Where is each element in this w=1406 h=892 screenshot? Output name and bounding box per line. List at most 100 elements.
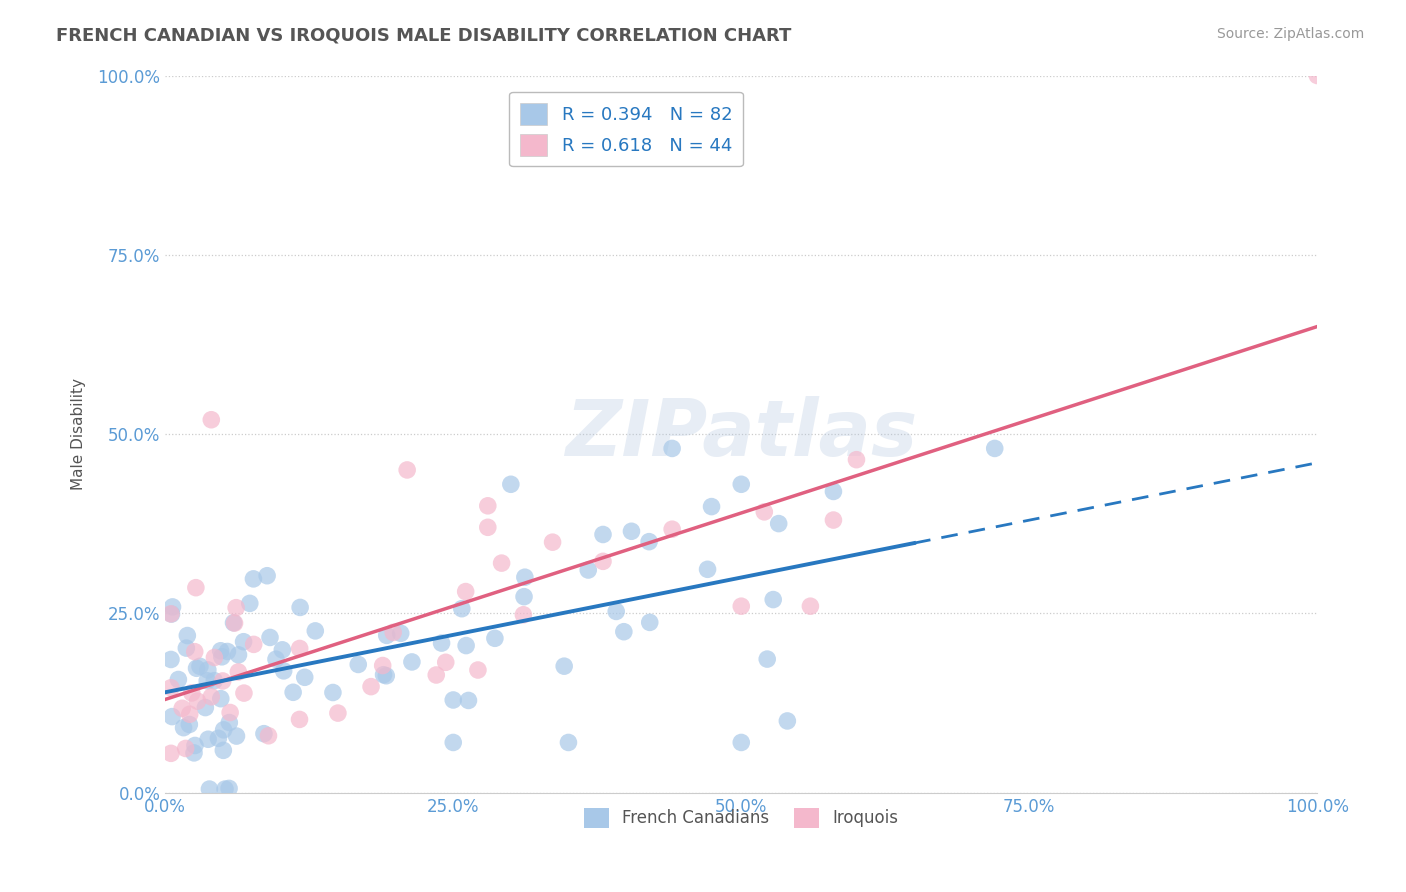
Point xyxy=(491,556,513,570)
Point xyxy=(620,524,643,539)
Point xyxy=(232,634,254,648)
Point xyxy=(173,721,195,735)
Point xyxy=(823,513,845,527)
Point xyxy=(211,649,233,664)
Text: FRENCH CANADIAN VS IROQUOIS MALE DISABILITY CORRELATION CHART: FRENCH CANADIAN VS IROQUOIS MALE DISABIL… xyxy=(56,27,792,45)
Point xyxy=(184,645,207,659)
Point xyxy=(553,659,575,673)
Y-axis label: Male Disability: Male Disability xyxy=(72,378,86,490)
Point xyxy=(256,568,278,582)
Point xyxy=(456,639,478,653)
Point xyxy=(222,615,245,630)
Point xyxy=(200,413,222,427)
Point xyxy=(225,729,247,743)
Point xyxy=(434,655,457,669)
Point xyxy=(217,644,239,658)
Point xyxy=(396,463,419,477)
Point xyxy=(512,607,534,622)
Point xyxy=(288,641,311,656)
Point xyxy=(371,658,394,673)
Point xyxy=(768,516,790,531)
Point xyxy=(184,739,207,753)
Point xyxy=(513,590,536,604)
Point xyxy=(441,735,464,749)
Point xyxy=(983,442,1005,456)
Point xyxy=(845,452,868,467)
Point xyxy=(225,600,247,615)
Point xyxy=(273,664,295,678)
Point xyxy=(198,782,221,797)
Point xyxy=(162,599,184,614)
Point xyxy=(638,615,661,630)
Point xyxy=(661,442,683,456)
Point xyxy=(592,554,614,568)
Point xyxy=(197,663,219,677)
Point xyxy=(730,735,752,749)
Point xyxy=(638,534,661,549)
Point xyxy=(613,624,636,639)
Point xyxy=(197,732,219,747)
Point xyxy=(200,690,222,704)
Point xyxy=(218,781,240,796)
Point xyxy=(160,709,183,723)
Point xyxy=(167,673,190,687)
Point xyxy=(401,655,423,669)
Point xyxy=(214,782,236,797)
Point xyxy=(228,665,250,679)
Point xyxy=(233,686,256,700)
Point xyxy=(160,652,183,666)
Point xyxy=(430,636,453,650)
Point xyxy=(294,670,316,684)
Point xyxy=(823,484,845,499)
Point xyxy=(239,596,262,610)
Point xyxy=(592,527,614,541)
Text: Source: ZipAtlas.com: Source: ZipAtlas.com xyxy=(1216,27,1364,41)
Point xyxy=(209,644,232,658)
Point xyxy=(484,632,506,646)
Point xyxy=(754,505,776,519)
Point xyxy=(375,628,398,642)
Point xyxy=(441,693,464,707)
Point xyxy=(194,700,217,714)
Point xyxy=(389,626,412,640)
Point xyxy=(799,599,821,614)
Point xyxy=(179,707,201,722)
Point xyxy=(253,726,276,740)
Point xyxy=(180,686,202,700)
Point xyxy=(160,607,183,621)
Point xyxy=(557,735,579,749)
Point xyxy=(477,499,499,513)
Point xyxy=(242,637,264,651)
Legend: French Canadians, Iroquois: French Canadians, Iroquois xyxy=(578,801,905,835)
Point xyxy=(375,669,398,683)
Point xyxy=(304,624,326,638)
Point xyxy=(160,681,183,695)
Point xyxy=(264,652,287,666)
Point xyxy=(467,663,489,677)
Point xyxy=(762,592,785,607)
Point xyxy=(1306,69,1329,83)
Point xyxy=(160,607,183,621)
Point xyxy=(219,706,242,720)
Point xyxy=(202,673,225,688)
Point xyxy=(730,599,752,614)
Point xyxy=(184,581,207,595)
Point xyxy=(257,729,280,743)
Point xyxy=(186,661,208,675)
Point xyxy=(756,652,779,666)
Point xyxy=(696,562,718,576)
Point xyxy=(172,701,194,715)
Point xyxy=(477,520,499,534)
Point xyxy=(450,601,472,615)
Point xyxy=(541,535,564,549)
Text: ZIPatlas: ZIPatlas xyxy=(565,396,917,472)
Point xyxy=(425,668,447,682)
Point xyxy=(457,693,479,707)
Point xyxy=(174,741,197,756)
Point xyxy=(326,706,349,720)
Point xyxy=(322,685,344,699)
Point xyxy=(700,500,723,514)
Point xyxy=(207,731,229,746)
Point xyxy=(242,572,264,586)
Point xyxy=(513,570,536,584)
